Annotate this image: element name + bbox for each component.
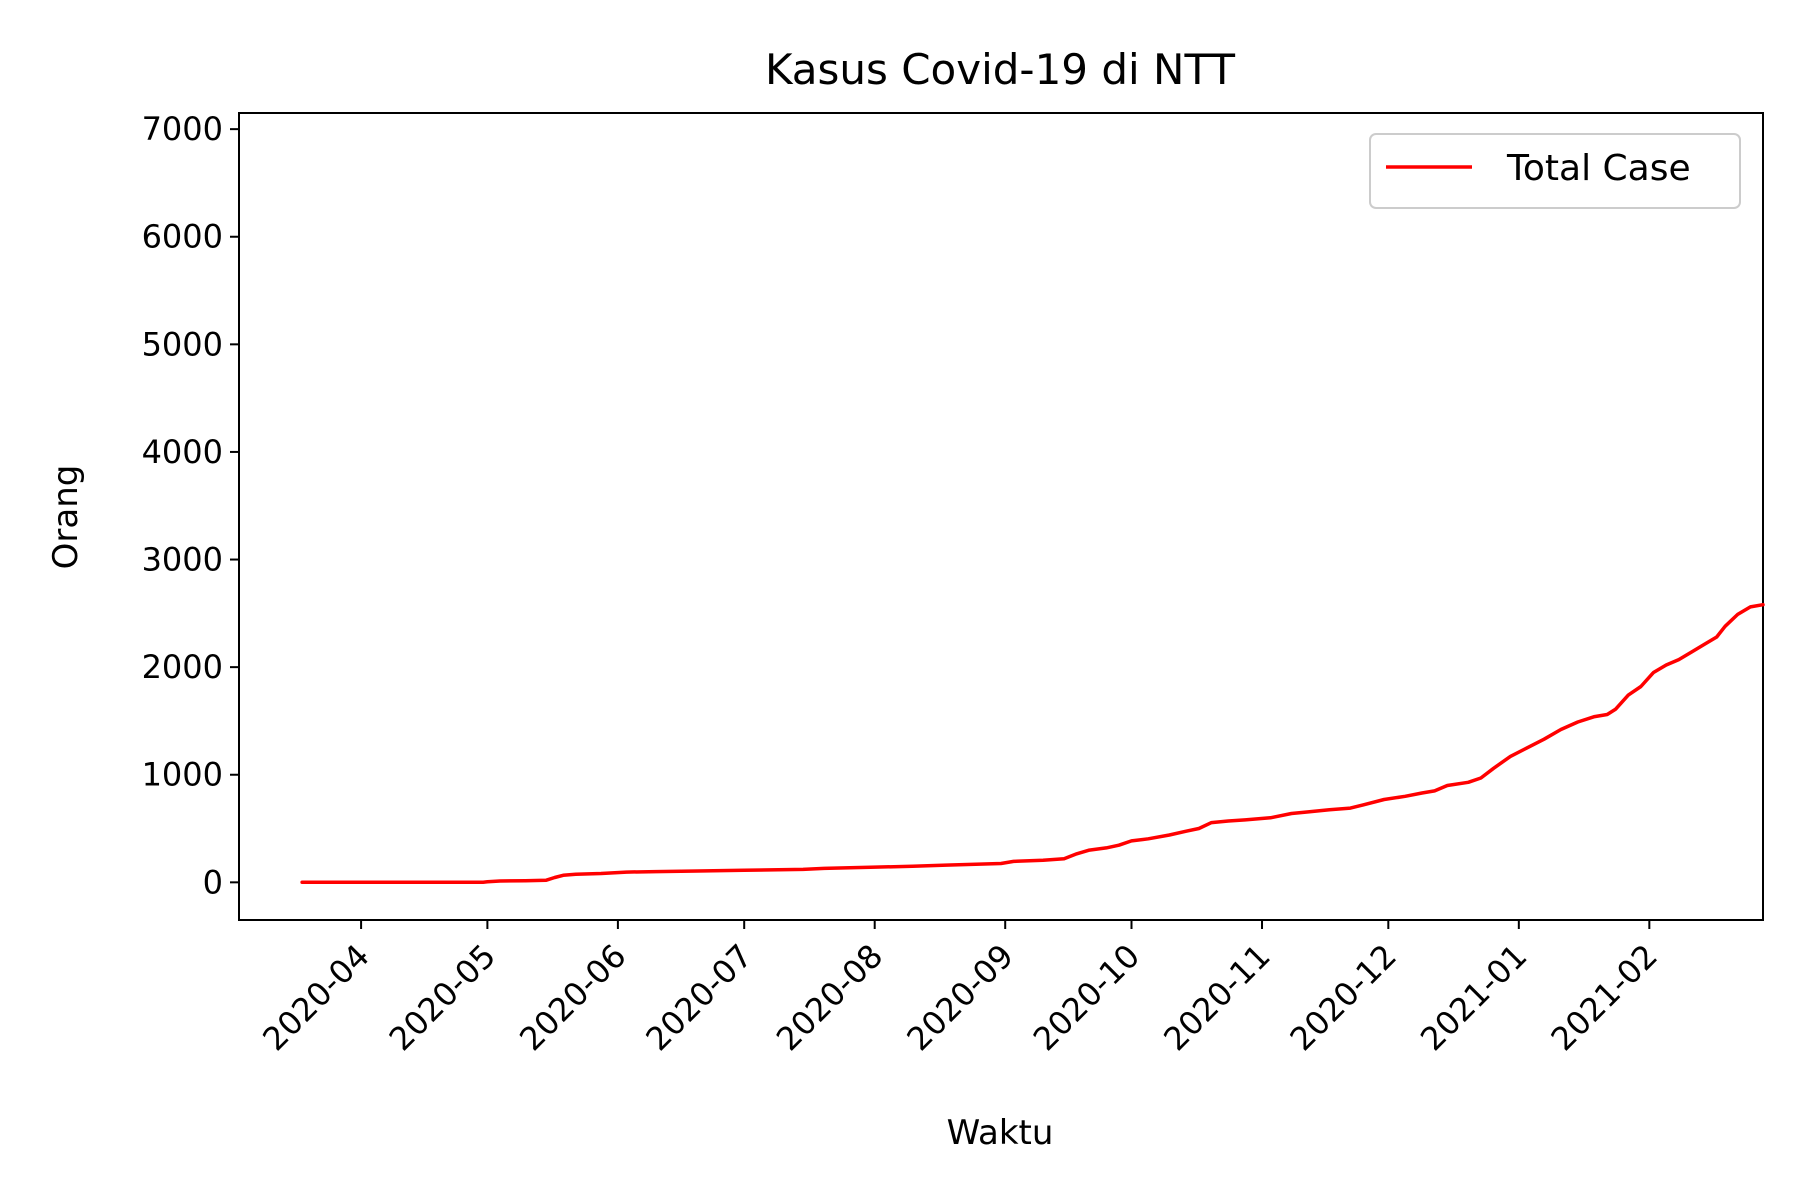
y-tick-label: 6000 — [142, 218, 223, 256]
legend-box — [1369, 133, 1741, 209]
x-tick-label: 2020-10 — [1026, 937, 1147, 1058]
y-tick-label: 7000 — [142, 110, 223, 148]
x-tick-label: 2020-11 — [1156, 937, 1277, 1058]
x-tick-label: 2020-04 — [255, 937, 376, 1058]
y-tick-label: 5000 — [142, 325, 223, 363]
chart-title: Kasus Covid-19 di NTT — [765, 45, 1235, 94]
y-axis-ticks: 0 1000 2000 3000 4000 5000 6000 7000 — [142, 110, 239, 901]
x-tick-label: 2020-09 — [899, 937, 1020, 1058]
y-tick-label: 1000 — [142, 756, 223, 794]
y-axis-label: Orang — [46, 465, 86, 570]
y-tick-label: 4000 — [142, 433, 223, 471]
x-tick-label: 2020-06 — [512, 937, 633, 1058]
legend-label-total-case: Total Case — [1506, 148, 1691, 189]
y-tick-label: 0 — [203, 863, 223, 901]
y-tick-label: 2000 — [142, 648, 223, 686]
plot-area — [238, 112, 1764, 921]
legend: Total Case — [1369, 133, 1741, 209]
x-tick-label: 2021-02 — [1544, 937, 1665, 1058]
x-tick-label: 2020-08 — [769, 937, 890, 1058]
series-line-total-case — [300, 602, 1765, 885]
x-axis-ticks: 2020-04 2020-05 2020-06 2020-07 2020-08 2020-… — [255, 920, 1665, 1058]
y-tick-label: 3000 — [142, 541, 223, 579]
x-tick-label: 2021-01 — [1413, 937, 1534, 1058]
x-axis-label: Waktu — [947, 1113, 1054, 1153]
x-tick-label: 2020-12 — [1283, 937, 1404, 1058]
x-tick-label: 2020-05 — [382, 937, 503, 1058]
x-tick-label: 2020-07 — [638, 937, 759, 1058]
